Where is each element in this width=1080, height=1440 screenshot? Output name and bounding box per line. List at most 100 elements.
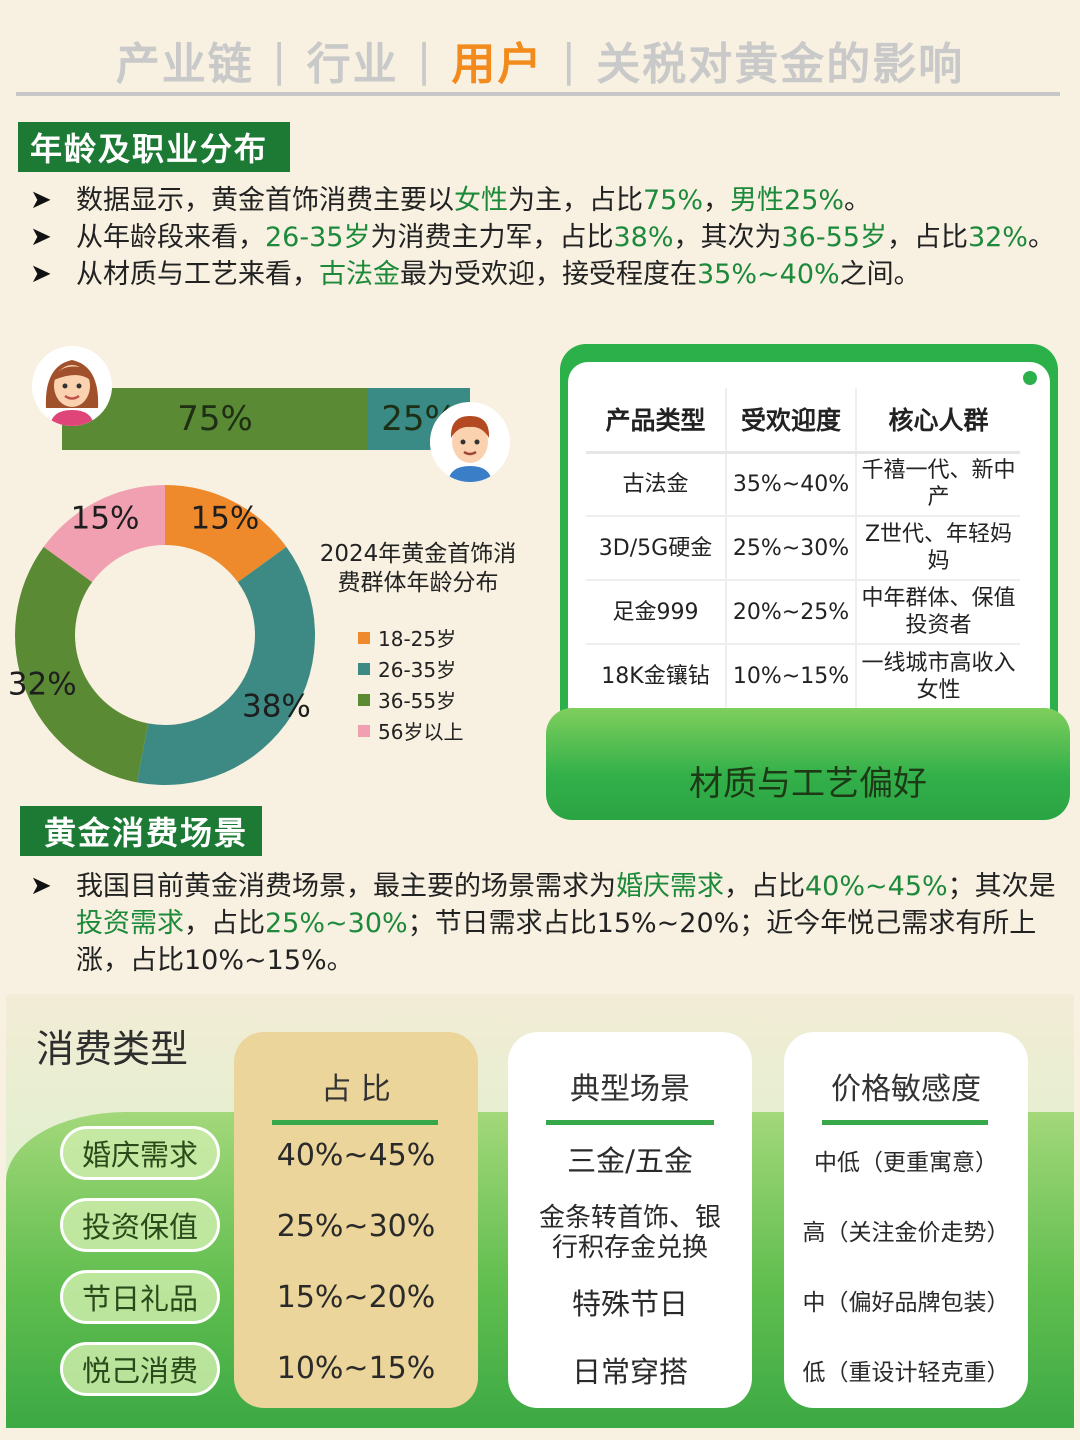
legend-item: 26-35岁 [358, 653, 463, 684]
donut-slice [136, 546, 315, 785]
type-pill-festival: 节日礼品 [60, 1270, 220, 1324]
donut-label: 38% [242, 689, 311, 725]
bullet-text-segment: 从年龄段来看， [76, 222, 265, 253]
bullet-text: 数据显示，黄金首饰消费主要以女性为主，占比75%，男性25%。 [76, 182, 871, 219]
bullet-item: ➤ 我国目前黄金消费场景，最主要的场景需求为婚庆需求，占比40%~45%；其次是投… [30, 868, 1070, 979]
bullet-text-segment: ，占比 [886, 222, 968, 253]
product-card-base [546, 708, 1070, 820]
scene-value: 日常穿搭 [571, 1355, 688, 1389]
donut-label: 15% [71, 500, 140, 536]
product-table-row: 3D/5G硬金 25%~30% Z世代、年轻妈妈 [586, 515, 1020, 580]
highlight-text: 40%~45% [805, 871, 948, 902]
legend-label: 26-35岁 [378, 658, 457, 682]
product-type-cell: 3D/5G硬金 [586, 515, 726, 580]
highlight-text: 36-55岁 [781, 222, 887, 253]
bullet-text-segment: 。 [1027, 222, 1055, 253]
donut-label: 32% [8, 667, 77, 703]
female-avatar-icon [32, 346, 112, 426]
scene-column [508, 1032, 752, 1408]
bullet-text-segment: 我国目前黄金消费场景，最主要的场景需求为 [76, 871, 616, 902]
nav-item[interactable]: 用户 [451, 39, 544, 90]
top-nav: 产业链 | 行业 | 用户 | 关税对黄金的影响 [0, 28, 1080, 92]
bullet-text: 从年龄段来看，26-35岁为消费主力军，占比38%，其次为36-55岁，占比32… [76, 219, 1055, 256]
popularity-cell: 20%~25% [725, 579, 856, 644]
bullet-text-segment: ；节日需求占比15%~20%；近今年悦己需求有所上涨，占比10%~15%。 [76, 908, 1037, 976]
female-share-bar: 75% [62, 388, 368, 450]
arrow-icon: ➤ [30, 871, 52, 901]
audience-cell: 千禧一代、新中产 [855, 451, 1020, 516]
bullet-text-segment: ，其次为 [673, 222, 782, 253]
highlight-text: 女性 [454, 185, 508, 216]
arrow-icon: ➤ [30, 259, 52, 289]
highlight-text: 婚庆需求 [616, 871, 724, 902]
type-pill-self: 悦己消费 [60, 1342, 220, 1396]
donut-label: 15% [190, 500, 259, 536]
scene-value: 金条转首饰、银行积存金兑换 [538, 1203, 721, 1263]
bullet-text-segment: ， [703, 185, 731, 216]
type-pill-wedding: 婚庆需求 [60, 1126, 220, 1180]
age-bullets: ➤ 数据显示，黄金首饰消费主要以女性为主，占比75%，男性25%。 ➤ 从年龄段来看，… [30, 182, 1070, 293]
bullet-text-segment: ，占比 [184, 908, 265, 939]
scene-value: 三金/五金 [567, 1144, 693, 1178]
card-dot-icon [1023, 371, 1037, 385]
bullet-item: ➤ 数据显示，黄金首饰消费主要以女性为主，占比75%，男性25%。 [30, 182, 1070, 219]
product-type-cell: 18K金镶钻 [586, 643, 726, 708]
bullet-text: 从材质与工艺来看，古法金最为受欢迎，接受程度在35%~40%之间。 [76, 256, 921, 293]
bullet-item: ➤ 从年龄段来看，26-35岁为消费主力军，占比38%，其次为36-55岁，占比3… [30, 219, 1070, 256]
audience-cell: 一线城市高收入女性 [855, 643, 1020, 708]
price-value: 中（偏好品牌包装） [802, 1290, 1010, 1316]
arrow-icon: ➤ [30, 185, 52, 215]
highlight-text: 古法金 [319, 259, 400, 290]
highlight-text: 25%~30% [265, 908, 408, 939]
section-title-scenarios: 黄金消费场景 [20, 806, 262, 856]
nav-item[interactable]: 行业 [306, 39, 399, 90]
bullet-text-segment: 为主，占比 [508, 185, 643, 216]
nav-separator: | [561, 34, 579, 86]
legend-item: 56岁以上 [358, 715, 463, 746]
price-column-header: 价格敏感度 [831, 1072, 981, 1107]
consumption-panel-title: 消费类型 [36, 1027, 189, 1071]
highlight-text: 26-35岁 [265, 222, 371, 253]
share-value: 40%~45% [276, 1138, 436, 1173]
bullet-item: ➤ 从材质与工艺来看，古法金最为受欢迎，接受程度在35%~40%之间。 [30, 256, 1070, 293]
header-core-audience: 核心人群 [855, 388, 1020, 454]
bullet-text-segment: 。 [844, 185, 872, 216]
price-value: 低（重设计轻克重） [802, 1360, 1010, 1386]
nav-item[interactable]: 产业链 [115, 39, 254, 90]
price-column [784, 1032, 1028, 1408]
bullet-text-segment: 数据显示，黄金首饰消费主要以 [76, 185, 454, 216]
price-header-rule [822, 1120, 988, 1125]
bullet-text-segment: 为消费主力军，占比 [370, 222, 614, 253]
popularity-cell: 35%~40% [725, 451, 856, 516]
chart-legend: 18-25岁 26-35岁 36-55岁 56岁以上 [358, 622, 463, 746]
legend-item: 36-55岁 [358, 684, 463, 715]
donut-slice [165, 485, 287, 583]
donut-slice [43, 485, 166, 583]
highlight-text: 投资需求 [76, 908, 184, 939]
highlight-text: 32% [967, 222, 1028, 253]
chart-title: 2024年黄金首饰消费群体年龄分布 [319, 541, 517, 596]
product-card-caption: 材质与工艺偏好 [689, 764, 927, 804]
legend-label: 56岁以上 [378, 720, 464, 744]
scene-value: 特殊节日 [571, 1287, 688, 1321]
product-table: 产品类型 受欢迎度 核心人群 古法金 35%~40% 千禧一代、新中产 3D/5G硬金… [586, 388, 1020, 708]
header-product-type: 产品类型 [586, 388, 726, 454]
share-value: 15%~20% [276, 1280, 436, 1315]
highlight-text: 25% [784, 185, 845, 216]
product-table-row: 足金999 20%~25% 中年群体、保值投资者 [586, 579, 1020, 644]
popularity-cell: 10%~15% [725, 643, 856, 708]
legend-item: 18-25岁 [358, 622, 463, 653]
nav-divider [16, 92, 1060, 96]
type-pill-investment: 投资保值 [60, 1198, 220, 1252]
nav-item[interactable]: 关税对黄金的影响 [596, 39, 965, 90]
bullet-text-segment: ，占比 [724, 871, 805, 902]
bullet-text-segment: ；其次是 [947, 871, 1056, 902]
product-table-row: 古法金 35%~40% 千禧一代、新中产 [586, 451, 1020, 516]
bullet-text-segment: 最为受欢迎，接受程度在 [400, 259, 697, 290]
share-value: 25%~30% [276, 1209, 436, 1244]
age-donut-chart: 15% 38% 32% 15% [8, 485, 315, 785]
popularity-cell: 25%~30% [725, 515, 856, 580]
male-avatar-icon [430, 402, 510, 482]
product-table-header: 产品类型 受欢迎度 核心人群 [586, 388, 1020, 454]
share-column [234, 1032, 478, 1408]
